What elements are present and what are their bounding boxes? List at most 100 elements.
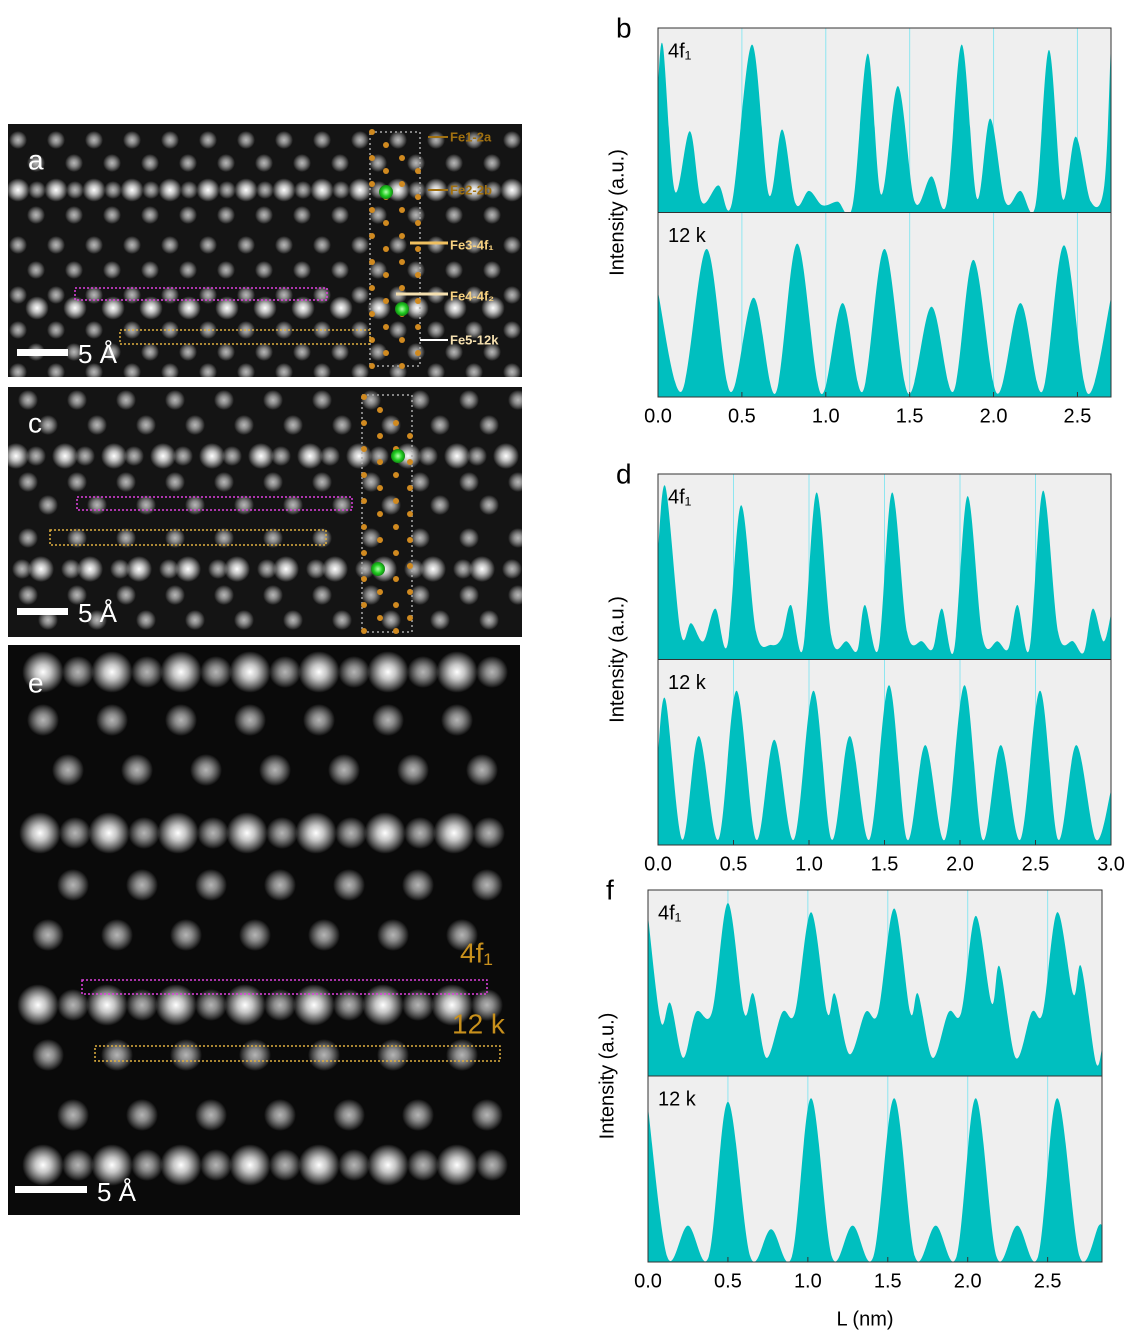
atom-column <box>87 495 107 515</box>
atom-column <box>179 154 197 172</box>
atom-column <box>273 556 299 582</box>
series-label: 12 k <box>668 672 707 694</box>
intensity-area <box>648 903 1102 1076</box>
scale-bar <box>17 349 68 356</box>
y-axis-label: Intensity (a.u.) <box>606 149 628 276</box>
atom-column <box>136 495 156 515</box>
atom-column <box>410 472 430 492</box>
atom-column <box>239 1039 271 1071</box>
annotation: 4f₁ <box>460 937 493 968</box>
atom-column <box>293 984 335 1026</box>
atom-column <box>436 651 478 693</box>
atom-column <box>293 154 311 172</box>
atom-column <box>200 1149 232 1181</box>
atom-column <box>47 236 65 254</box>
site-dot <box>369 363 375 369</box>
atom-column <box>85 321 103 339</box>
atom-column <box>427 321 445 339</box>
atom-column <box>61 559 81 579</box>
atom-column <box>199 443 225 469</box>
atom-column <box>179 261 197 279</box>
atom-column <box>407 656 439 688</box>
atom-column <box>27 704 59 736</box>
site-dot <box>369 311 375 317</box>
atom-column <box>101 296 125 320</box>
atom-column <box>124 446 144 466</box>
atom-column <box>128 817 160 849</box>
charts: 4f₁ 12 k 0.0 0.5 1.0 1.5 2.0 2.5 b Intensity (a.u… <box>596 12 1125 1330</box>
atom-column <box>264 869 296 901</box>
atom-column <box>395 443 421 469</box>
atom-column <box>459 472 479 492</box>
atom-column <box>476 1149 508 1181</box>
atom-column <box>445 343 463 361</box>
atom-column <box>503 363 521 377</box>
atom-column <box>38 415 58 435</box>
atom-column <box>65 343 83 361</box>
atom-column <box>234 178 258 202</box>
atom-column <box>67 585 87 605</box>
site-dot <box>399 155 405 161</box>
atom-column <box>165 472 185 492</box>
atom-column <box>351 236 369 254</box>
atom-column <box>9 363 27 377</box>
atom-column <box>96 704 128 736</box>
scale-bar <box>17 608 68 615</box>
atom-column <box>465 131 483 149</box>
atom-column <box>217 154 235 172</box>
atom-column <box>165 390 185 410</box>
atom-column <box>410 528 430 548</box>
atom-column <box>331 261 349 279</box>
atom-column <box>346 443 372 469</box>
site-dot <box>415 298 421 304</box>
atom-column <box>28 181 46 199</box>
atom-column <box>47 131 65 149</box>
atom-column <box>377 1039 409 1071</box>
site-dots <box>361 394 413 634</box>
atom-column <box>190 754 222 786</box>
atom-column <box>199 286 217 304</box>
site-dot <box>399 181 405 187</box>
atom-column <box>9 321 27 339</box>
atom-column <box>185 415 205 435</box>
site-dot <box>369 129 375 135</box>
site-dot <box>393 498 399 504</box>
x-tick-label: 2.0 <box>946 853 974 875</box>
atom-column <box>47 321 65 339</box>
atom-column <box>18 585 38 605</box>
y-axis-label: Intensity (a.u.) <box>596 1013 618 1140</box>
atom-column <box>248 443 274 469</box>
scale-bar <box>15 1186 87 1193</box>
atom-column <box>402 989 434 1021</box>
atom-column <box>87 610 107 630</box>
atom-column <box>25 296 49 320</box>
atom-column <box>333 989 365 1021</box>
profile-box <box>94 1045 501 1062</box>
atom-column <box>293 206 311 224</box>
atom-column <box>471 869 503 901</box>
atom-column <box>312 390 332 410</box>
profile-box <box>119 329 371 345</box>
series-label: 4f₁ <box>668 486 692 508</box>
atom-column <box>257 559 277 579</box>
atom-column <box>313 363 331 377</box>
atom-column <box>47 286 65 304</box>
site-dot <box>415 272 421 278</box>
atom-column <box>348 178 372 202</box>
x-tick-label: 2.0 <box>954 1270 982 1292</box>
atom-column <box>502 559 522 579</box>
atom-column <box>335 817 367 849</box>
x-tick-label: 2.5 <box>1022 853 1050 875</box>
site-dot <box>383 272 389 278</box>
site-dot <box>377 589 383 595</box>
atom-column <box>306 559 326 579</box>
atom-column <box>86 984 128 1026</box>
atom-column <box>150 443 176 469</box>
atom-column <box>484 181 502 199</box>
atom-column <box>67 528 87 548</box>
atom-column <box>27 261 45 279</box>
site-dot <box>407 589 413 595</box>
atom-column <box>275 286 293 304</box>
panel-label: b <box>616 12 632 43</box>
